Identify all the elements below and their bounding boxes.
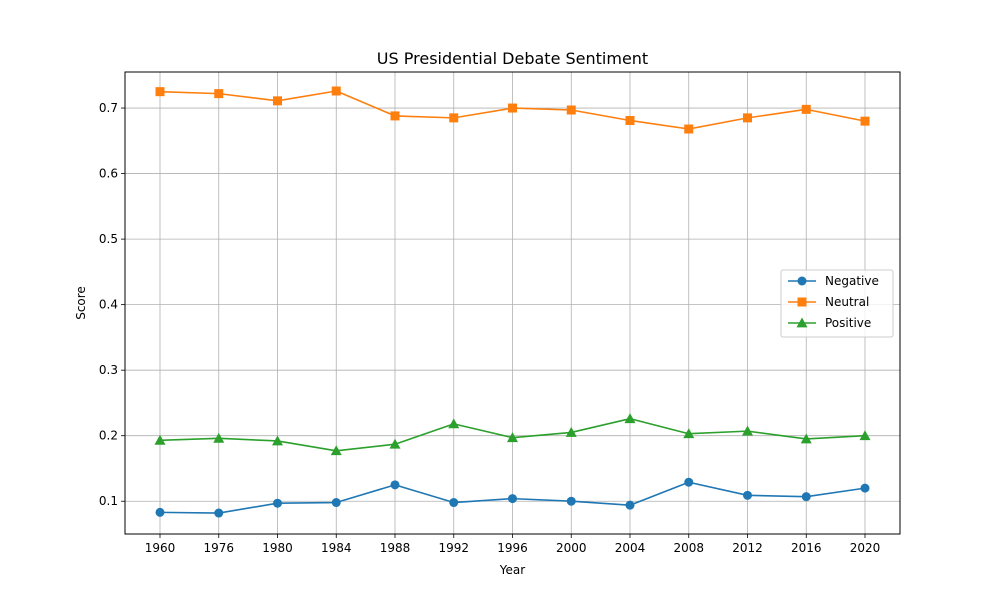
x-tick-label: 1984: [321, 541, 352, 555]
x-tick-label: 1992: [438, 541, 469, 555]
data-point-neutral: [684, 124, 694, 134]
data-point-negative: [743, 490, 752, 500]
data-point-neutral: [331, 86, 341, 96]
data-point-negative: [625, 500, 635, 510]
series: [154, 86, 871, 518]
data-point-negative: [214, 508, 224, 518]
legend-label-negative: Negative: [825, 274, 879, 288]
data-point-negative: [155, 507, 165, 517]
data-point-positive: [389, 438, 401, 449]
legend-marker-neutral: [797, 297, 807, 307]
data-point-positive: [154, 434, 166, 445]
y-tick-label: 0.4: [99, 298, 118, 312]
data-point-positive: [624, 413, 636, 424]
legend-marker-negative: [797, 276, 807, 286]
chart-title: US Presidential Debate Sentiment: [377, 49, 648, 68]
y-tick-label: 0.3: [99, 363, 118, 377]
legend-entry-negative: Negative: [788, 274, 879, 288]
y-tick-label: 0.1: [99, 494, 118, 508]
x-tick-label: 1960: [145, 541, 176, 555]
x-tick-label: 2016: [791, 541, 822, 555]
x-axis-label: Year: [499, 563, 525, 577]
y-tick-label: 0.6: [99, 167, 118, 181]
y-tick-label: 0.2: [99, 429, 118, 443]
data-point-neutral: [743, 113, 752, 123]
legend-marker-positive: [796, 317, 808, 328]
data-point-positive: [272, 435, 283, 446]
data-point-positive: [800, 433, 812, 444]
data-point-neutral: [625, 115, 635, 125]
x-tick-label: 2008: [673, 541, 704, 555]
data-point-negative: [508, 494, 517, 504]
data-point-neutral: [390, 111, 400, 121]
legend-entry-positive: Positive: [788, 316, 871, 330]
data-point-negative: [566, 496, 576, 506]
x-tick-label: 1996: [497, 541, 528, 555]
x-tick-label: 1976: [203, 541, 234, 555]
data-point-positive: [213, 432, 225, 443]
x-tick-label: 2000: [556, 541, 587, 555]
series-positive: [154, 413, 871, 456]
data-point-negative: [801, 492, 811, 502]
x-tick-label: 2012: [732, 541, 763, 555]
data-point-negative: [684, 477, 694, 487]
data-point-positive: [742, 425, 753, 436]
axis-ticks: 1960 1976 1980 1984 1988 1992 1996 2000 2004 2008…: [99, 101, 880, 555]
legend-label-neutral: Neutral: [825, 295, 869, 309]
data-point-neutral: [449, 113, 459, 123]
legend-box: [780, 269, 894, 338]
data-point-negative: [449, 498, 459, 508]
data-point-positive: [859, 430, 871, 441]
data-point-negative: [860, 483, 870, 493]
data-point-positive: [507, 432, 518, 443]
x-tick-label: 2004: [615, 541, 646, 555]
data-point-neutral: [155, 87, 165, 97]
y-axis-label: Score: [74, 286, 88, 320]
data-point-positive: [683, 428, 695, 439]
y-tick-label: 0.5: [99, 232, 118, 246]
series-neutral: [155, 86, 870, 134]
data-point-neutral: [214, 89, 224, 99]
data-point-neutral: [801, 104, 811, 114]
data-point-negative: [331, 498, 341, 508]
data-point-positive: [565, 426, 577, 437]
data-point-negative: [273, 498, 282, 508]
data-point-neutral: [508, 103, 517, 113]
data-point-positive: [448, 418, 460, 429]
data-point-neutral: [860, 116, 870, 126]
legend: Negative Neutral Positive: [780, 269, 894, 338]
x-tick-label: 2020: [850, 541, 881, 555]
x-tick-label: 1980: [262, 541, 293, 555]
x-tick-label: 1988: [380, 541, 411, 555]
y-tick-label: 0.7: [99, 101, 118, 115]
data-point-positive: [330, 445, 342, 456]
data-point-negative: [390, 480, 400, 490]
data-point-neutral: [273, 96, 282, 106]
series-negative: [155, 477, 870, 518]
legend-entry-neutral: Neutral: [788, 295, 869, 309]
data-point-neutral: [566, 105, 576, 115]
legend-label-positive: Positive: [825, 316, 871, 330]
